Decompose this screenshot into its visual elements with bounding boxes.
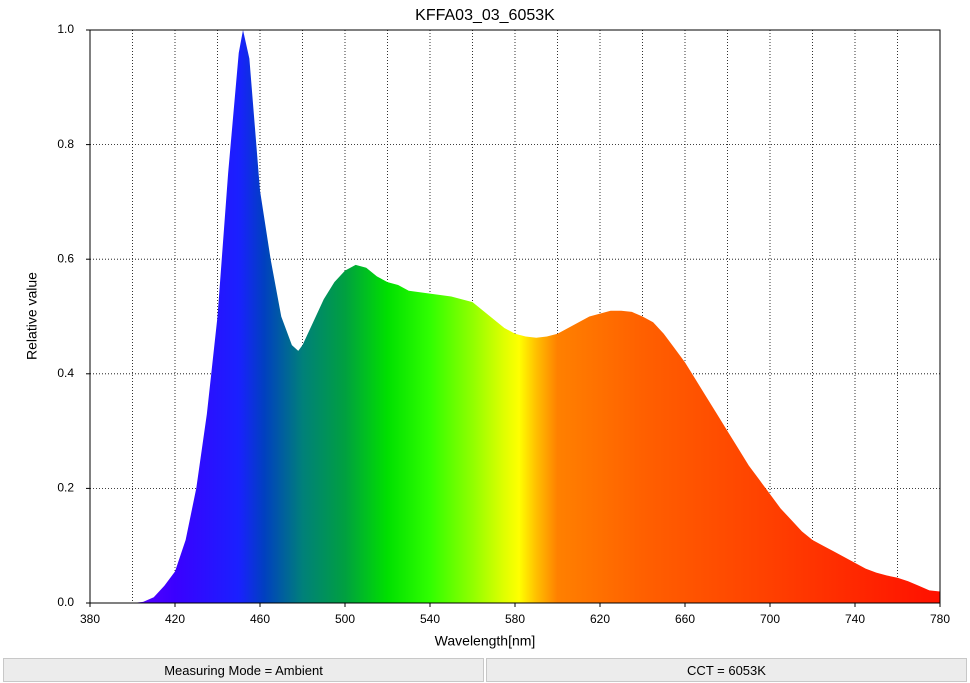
x-tick-label: 660 [675,612,695,626]
y-axis-label: Relative value [24,272,40,360]
x-axis-label: Wavelength[nm] [435,633,536,649]
y-tick-label: 0.2 [57,481,74,495]
y-tick-label: 0.4 [57,366,74,380]
x-tick-label: 540 [420,612,440,626]
x-tick-label: 420 [165,612,185,626]
x-tick-label: 740 [845,612,865,626]
status-cct: CCT = 6053K [486,658,967,682]
x-tick-label: 620 [590,612,610,626]
y-tick-label: 0.6 [57,251,74,265]
chart-title: KFFA03_03_6053K [415,7,555,24]
y-tick-label: 0.8 [57,137,74,151]
status-mode: Measuring Mode = Ambient [3,658,484,682]
status-bar: Measuring Mode = Ambient CCT = 6053K [3,658,967,682]
spectrum-area [90,30,940,603]
x-tick-label: 700 [760,612,780,626]
x-tick-label: 500 [335,612,355,626]
x-tick-label: 380 [80,612,100,626]
x-tick-label: 580 [505,612,525,626]
y-tick-label: 0.0 [57,595,74,609]
y-tick-label: 1.0 [57,22,74,36]
chart: KFFA03_03_6053K Wavelength[nm] Relative … [24,7,951,649]
x-tick-label: 780 [930,612,950,626]
x-tick-label: 460 [250,612,270,626]
